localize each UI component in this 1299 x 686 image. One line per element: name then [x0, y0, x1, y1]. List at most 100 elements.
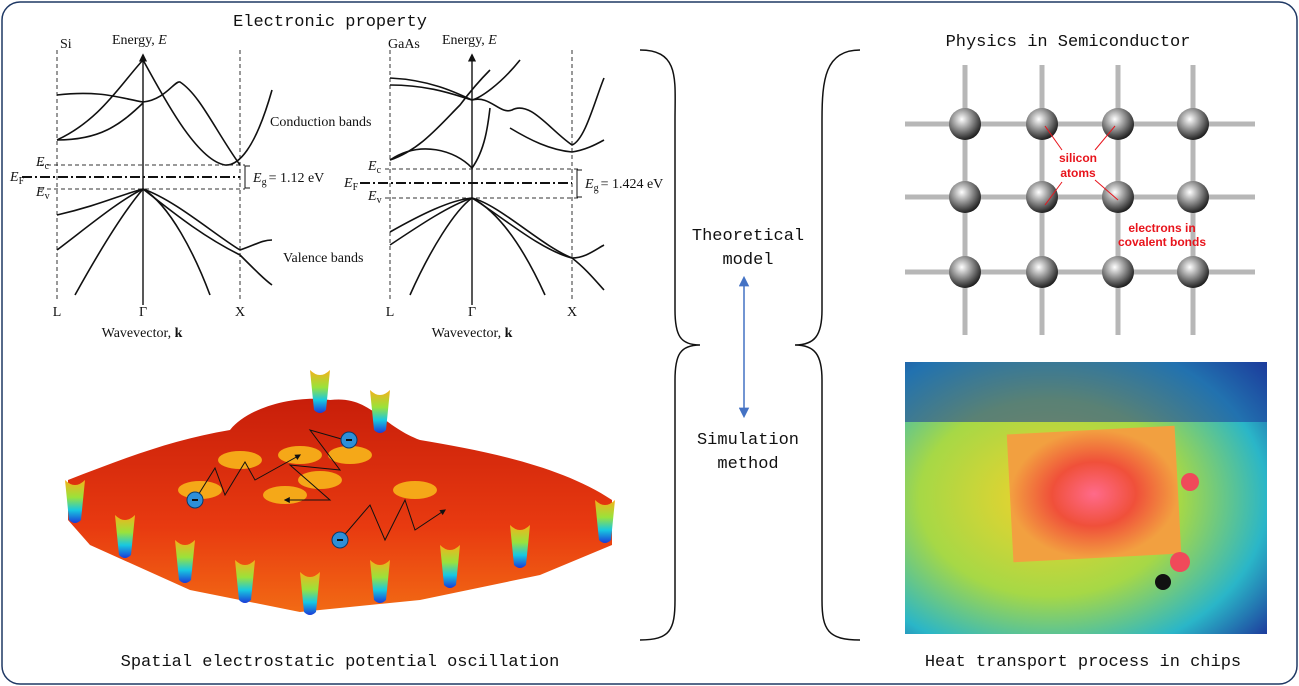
- label-part: F: [353, 182, 359, 193]
- band: [389, 197, 605, 259]
- ec-label: Ec: [35, 155, 50, 172]
- silicon-lattice: [905, 65, 1255, 335]
- band: [389, 69, 491, 161]
- brace: [794, 49, 861, 641]
- label-part: Wavevector,: [102, 326, 175, 341]
- potential-surface: [65, 370, 615, 615]
- well: [370, 390, 390, 433]
- band: [56, 81, 241, 166]
- well: [65, 480, 85, 523]
- simulation-label: method: [717, 455, 778, 474]
- label-part: E: [157, 33, 167, 48]
- atom: [1026, 181, 1058, 213]
- band-label: Conduction bands: [270, 115, 372, 130]
- hollow: [328, 446, 372, 464]
- component: [1155, 574, 1171, 590]
- band: [389, 107, 491, 170]
- atom: [1026, 256, 1058, 288]
- brace: [639, 49, 701, 641]
- band: [56, 59, 144, 141]
- band: [56, 188, 273, 251]
- surface-body: [68, 398, 612, 612]
- label-part: Energy,: [442, 33, 488, 48]
- label-part: E: [35, 185, 45, 200]
- chip: [1006, 425, 1182, 563]
- hollow: [298, 471, 342, 489]
- label-part: E: [343, 176, 353, 191]
- well: [235, 560, 255, 603]
- theory-label: Theoretical: [692, 227, 804, 246]
- gap-bracket: [244, 165, 250, 189]
- band: [389, 197, 546, 296]
- label-part: = 1.424 eV: [601, 177, 664, 192]
- k-point: X: [567, 305, 577, 320]
- label-part: E: [35, 155, 45, 170]
- label-part: g: [262, 177, 267, 188]
- atom: [949, 181, 981, 213]
- band-label: Valence bands: [283, 251, 363, 266]
- hollow: [393, 481, 437, 499]
- label-part: k: [505, 326, 513, 341]
- atom: [949, 108, 981, 140]
- band: [74, 187, 273, 296]
- ev-label: Ev: [35, 185, 50, 202]
- label-part: E: [367, 189, 377, 204]
- atom: [1026, 108, 1058, 140]
- band: [389, 77, 605, 146]
- si-band-diagram: Si Energy, E Ec EF Ev Eg = 1.12 eV Conduc…: [9, 33, 372, 341]
- well: [595, 500, 615, 543]
- label-part: E: [9, 170, 19, 185]
- atom: [1102, 181, 1134, 213]
- lattice-annotations: silicon atoms electrons in covalent bond…: [1044, 125, 1206, 249]
- band: [56, 102, 144, 141]
- atoms-label: atoms: [1060, 166, 1096, 180]
- material-label: Si: [60, 37, 72, 52]
- axis-label: Wavevector, k: [432, 326, 513, 341]
- pointer: [1044, 125, 1063, 151]
- axis-label: Wavevector, k: [102, 326, 183, 341]
- hollow: [263, 486, 307, 504]
- ec-label: Ec: [367, 159, 382, 176]
- label-part: Wavevector,: [432, 326, 505, 341]
- gap-bracket: [576, 169, 582, 198]
- ef-label: EF: [9, 170, 25, 187]
- band: [389, 59, 521, 101]
- k-point: L: [386, 305, 395, 320]
- band: [409, 197, 605, 296]
- band: [56, 188, 211, 296]
- label-part: v: [45, 191, 50, 202]
- atom: [1177, 108, 1209, 140]
- label-part: c: [45, 161, 50, 172]
- trajectory: [339, 498, 446, 542]
- pointer: [1094, 125, 1116, 151]
- well: [310, 370, 330, 413]
- atom: [949, 256, 981, 288]
- well: [175, 540, 195, 583]
- section-title: Physics in Semiconductor: [946, 33, 1191, 52]
- label-part: k: [175, 326, 183, 341]
- atom: [1177, 256, 1209, 288]
- theory-label: model: [722, 251, 773, 270]
- label-part: Energy,: [112, 33, 158, 48]
- gap-label: Eg = 1.12 eV: [252, 171, 324, 188]
- well: [300, 572, 320, 615]
- label-part: v: [377, 195, 382, 206]
- well: [115, 515, 135, 558]
- well: [440, 545, 460, 588]
- thermal-image: [905, 362, 1267, 634]
- gap-label: Eg = 1.424 eV: [584, 177, 663, 194]
- band: [509, 127, 605, 153]
- caption: Spatial electrostatic potential oscillat…: [121, 653, 560, 672]
- k-point: Γ: [468, 305, 476, 320]
- trajectory: [194, 454, 302, 501]
- trajectory: [283, 429, 346, 503]
- ev-label: Ev: [367, 189, 382, 206]
- k-point: X: [235, 305, 245, 320]
- electrons-label: covalent bonds: [1118, 235, 1206, 249]
- well: [370, 560, 390, 603]
- atoms-label: silicon: [1059, 151, 1097, 165]
- simulation-label: Simulation: [697, 431, 799, 450]
- band: [142, 59, 273, 166]
- label-part: = 1.12 eV: [269, 171, 325, 186]
- label-part: E: [487, 33, 497, 48]
